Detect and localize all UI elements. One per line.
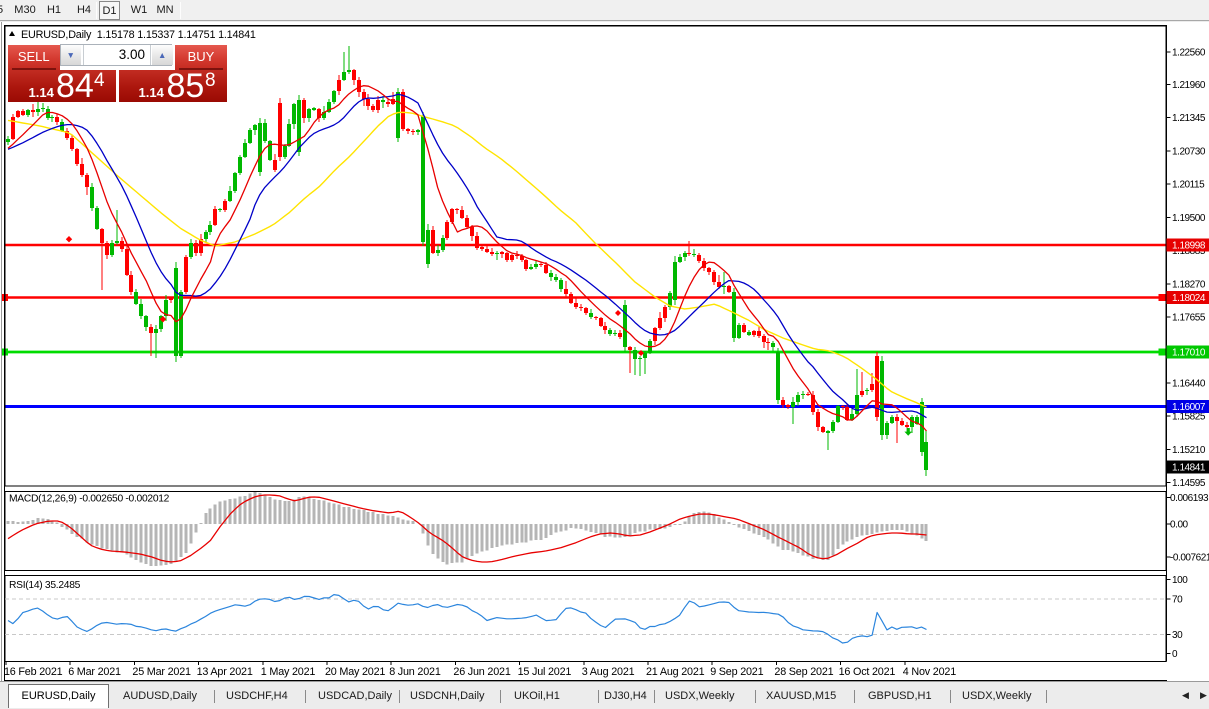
svg-text:1.21345: 1.21345	[1172, 113, 1206, 124]
svg-text:15 Jul 2021: 15 Jul 2021	[518, 666, 572, 678]
svg-text:1 May 2021: 1 May 2021	[261, 666, 316, 678]
svg-text:1.15825: 1.15825	[1172, 412, 1206, 423]
svg-text:1.17655: 1.17655	[1172, 313, 1206, 324]
svg-text:70: 70	[1172, 595, 1183, 606]
svg-text:1.16007: 1.16007	[1172, 402, 1206, 413]
svg-text:0.006193: 0.006193	[1170, 493, 1209, 504]
svg-text:26 Jun 2021: 26 Jun 2021	[453, 666, 510, 678]
svg-text:MACD(12,26,9) -0.002650 -0.002: MACD(12,26,9) -0.002650 -0.002012	[9, 494, 170, 505]
svg-text:1.20115: 1.20115	[1172, 180, 1205, 191]
svg-text:4 Nov 2021: 4 Nov 2021	[903, 666, 956, 678]
svg-text:21 Aug 2021: 21 Aug 2021	[646, 666, 705, 678]
svg-text:28 Sep 2021: 28 Sep 2021	[774, 666, 833, 678]
svg-text:9 Sep 2021: 9 Sep 2021	[710, 666, 763, 678]
svg-text:1.14595: 1.14595	[1172, 478, 1206, 489]
svg-text:0.00: 0.00	[1170, 519, 1189, 530]
svg-text:0: 0	[1172, 649, 1178, 660]
svg-text:1.15210: 1.15210	[1172, 445, 1206, 456]
svg-text:100: 100	[1172, 575, 1188, 586]
svg-text:1.20730: 1.20730	[1172, 146, 1206, 157]
svg-text:1.14841: 1.14841	[1172, 463, 1206, 474]
svg-text:1.18270: 1.18270	[1172, 279, 1206, 290]
svg-text:1.18998: 1.18998	[1172, 241, 1206, 252]
svg-text:30: 30	[1172, 630, 1183, 641]
svg-text:25 Mar 2021: 25 Mar 2021	[132, 666, 191, 678]
svg-text:16 Oct 2021: 16 Oct 2021	[839, 666, 896, 678]
svg-text:1.21960: 1.21960	[1172, 80, 1206, 91]
svg-text:1.18024: 1.18024	[1172, 293, 1206, 304]
svg-text:3 Aug 2021: 3 Aug 2021	[582, 666, 635, 678]
svg-text:1.22560: 1.22560	[1172, 48, 1206, 59]
svg-text:13 Apr 2021: 13 Apr 2021	[197, 666, 253, 678]
svg-text:1.17010: 1.17010	[1172, 348, 1206, 359]
svg-text:1.16440: 1.16440	[1172, 378, 1206, 389]
svg-text:-0.0076212: -0.0076212	[1170, 553, 1209, 564]
svg-text:1.19500: 1.19500	[1172, 213, 1206, 224]
svg-text:16 Feb 2021: 16 Feb 2021	[4, 666, 63, 678]
svg-text:8 Jun 2021: 8 Jun 2021	[389, 666, 441, 678]
svg-text:RSI(14) 35.2485: RSI(14) 35.2485	[9, 580, 81, 591]
svg-text:6 Mar 2021: 6 Mar 2021	[68, 666, 121, 678]
svg-text:1.18885: 1.18885	[1172, 246, 1206, 257]
svg-text:20 May 2021: 20 May 2021	[325, 666, 385, 678]
